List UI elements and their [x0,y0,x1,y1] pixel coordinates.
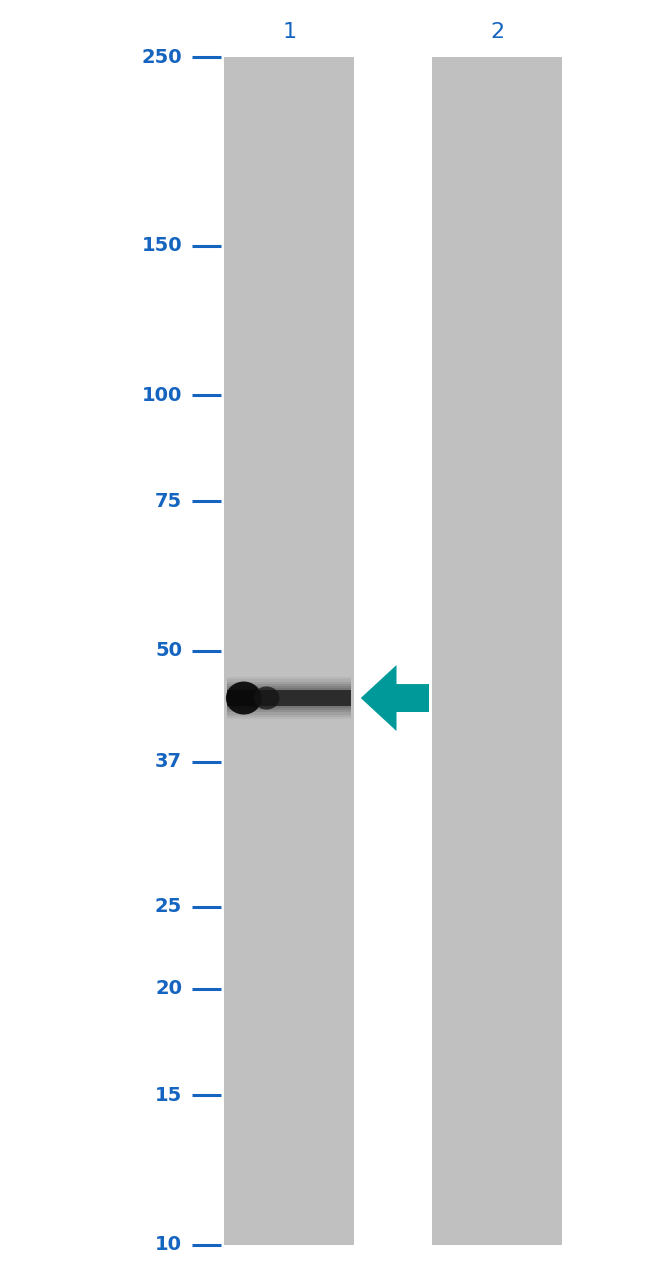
Text: 100: 100 [142,386,182,405]
Bar [227,690,351,706]
Bar [227,688,351,709]
Text: 50: 50 [155,641,182,660]
Text: 150: 150 [142,236,182,255]
Text: 25: 25 [155,897,182,916]
Text: 15: 15 [155,1086,182,1105]
Bar [227,677,351,719]
Text: 20: 20 [155,979,182,998]
Bar [227,686,351,710]
Bar [224,57,354,1245]
Text: 2: 2 [490,22,504,42]
Text: 10: 10 [155,1236,182,1253]
Text: 75: 75 [155,491,182,511]
Ellipse shape [254,687,280,710]
Bar [227,679,351,716]
Text: 250: 250 [142,48,182,66]
Bar [227,682,351,715]
Text: 1: 1 [282,22,296,42]
Text: 37: 37 [155,752,182,771]
Bar [432,57,562,1245]
Bar [227,683,351,712]
Ellipse shape [226,682,261,715]
FancyArrow shape [361,665,429,732]
